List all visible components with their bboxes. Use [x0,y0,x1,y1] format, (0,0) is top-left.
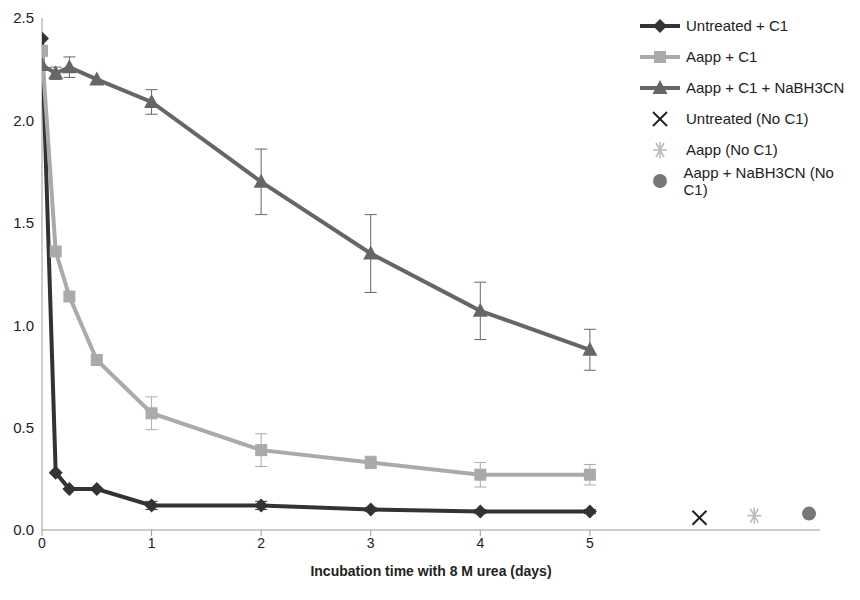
svg-text:0.5: 0.5 [13,419,34,436]
svg-text:1.0: 1.0 [13,317,34,334]
html-text:Aapp + NaBH3CN (No C1): Aapp + NaBH3CN (No C1) [683,163,834,198]
svg-text:2.0: 2.0 [13,112,34,129]
svg-text:3: 3 [367,535,375,551]
svg-text:2.5: 2.5 [13,9,34,26]
svg-text:0: 0 [38,535,46,551]
svg-text:1.5: 1.5 [13,214,34,231]
html-text:Aapp + C1: Aapp + C1 [686,48,758,65]
svg-text:1: 1 [148,535,156,551]
html-text:Untreated (No C1): Untreated (No C1) [686,110,809,127]
html-text:Untreated + C1: Untreated + C1 [686,17,789,34]
svg-text:4: 4 [476,535,484,551]
svg-text:Incubation time with 8 M urea: Incubation time with 8 M urea (days) [310,563,551,579]
html-text:Aapp + C1 + NaBH3CN: Aapp + C1 + NaBH3CN [686,79,845,96]
svg-text:0.0: 0.0 [13,521,34,538]
html-text:Aapp (No C1): Aapp (No C1) [686,141,778,158]
svg-text:5: 5 [586,535,594,551]
svg-text:2: 2 [257,535,265,551]
